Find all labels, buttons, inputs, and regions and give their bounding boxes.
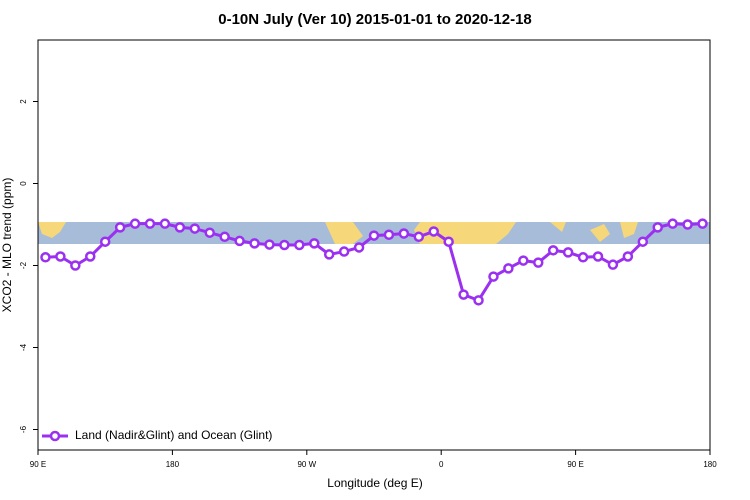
data-point bbox=[40, 252, 51, 263]
y-tick-label: -2 bbox=[19, 261, 28, 269]
data-point bbox=[398, 228, 410, 239]
data-point bbox=[249, 238, 260, 249]
data-point bbox=[622, 251, 634, 262]
data-point bbox=[577, 252, 589, 263]
data-point bbox=[294, 239, 305, 251]
data-point bbox=[114, 222, 126, 233]
data-point bbox=[443, 236, 454, 247]
data-point bbox=[309, 238, 320, 249]
data-point bbox=[323, 249, 335, 260]
data-point bbox=[129, 218, 141, 229]
data-point bbox=[144, 218, 156, 229]
data-point bbox=[383, 229, 395, 240]
data-point bbox=[428, 226, 439, 237]
x-tick-label: 90 E bbox=[567, 460, 583, 469]
x-tick-label: 0 bbox=[439, 460, 444, 469]
plot-frame bbox=[37, 39, 711, 451]
data-point bbox=[338, 246, 350, 257]
data-point bbox=[607, 259, 619, 270]
data-point bbox=[413, 231, 425, 243]
data-point bbox=[503, 263, 514, 274]
y-tick-label: 2 bbox=[19, 99, 28, 104]
y-tick-label: -6 bbox=[19, 425, 28, 433]
data-point bbox=[562, 247, 574, 258]
data-point bbox=[667, 218, 678, 229]
data-point bbox=[547, 245, 559, 256]
x-tick-label: 180 bbox=[703, 460, 717, 469]
legend-label: Land (Nadir&Glint) and Ocean (Glint) bbox=[75, 428, 272, 442]
data-point bbox=[174, 222, 186, 233]
x-axis-label: Longitude (deg E) bbox=[327, 476, 422, 490]
data-point bbox=[368, 230, 380, 241]
data-point bbox=[488, 271, 499, 282]
data-point bbox=[159, 218, 171, 229]
data-point bbox=[55, 251, 66, 262]
y-axis-label: XCO2 - MLO trend (ppm) bbox=[0, 178, 14, 313]
data-point bbox=[70, 260, 81, 271]
data-point bbox=[264, 239, 275, 250]
data-point bbox=[652, 222, 663, 233]
data-point bbox=[189, 223, 201, 234]
y-tick-label: 0 bbox=[19, 181, 28, 186]
data-point bbox=[697, 218, 708, 229]
data-point bbox=[533, 257, 544, 268]
data-point bbox=[219, 231, 230, 243]
data-point bbox=[592, 251, 604, 262]
data-point bbox=[518, 255, 529, 266]
data-point bbox=[682, 219, 693, 230]
x-tick-label: 90 W bbox=[297, 460, 316, 469]
legend-marker bbox=[49, 430, 61, 442]
x-tick-label: 90 E bbox=[30, 460, 46, 469]
data-point bbox=[637, 236, 649, 247]
data-point bbox=[99, 236, 111, 247]
data-point bbox=[353, 242, 365, 253]
data-point bbox=[204, 227, 215, 238]
chart-title: 0-10N July (Ver 10) 2015-01-01 to 2020-1… bbox=[218, 11, 532, 28]
data-point bbox=[458, 289, 469, 300]
y-tick-label: -4 bbox=[19, 343, 28, 351]
x-tick-label: 180 bbox=[166, 460, 180, 469]
data-point bbox=[85, 251, 96, 262]
data-point bbox=[473, 295, 484, 306]
data-point bbox=[279, 239, 290, 251]
data-point bbox=[234, 235, 245, 247]
